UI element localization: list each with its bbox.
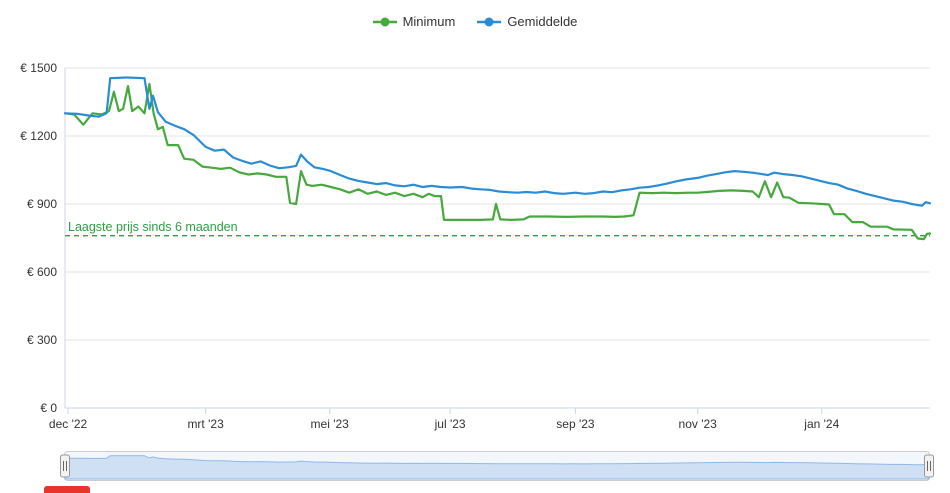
- navigator-handle-left[interactable]: [60, 454, 70, 478]
- x-axis-label: mrt '23: [187, 417, 224, 431]
- x-axis-label: mei '23: [311, 417, 350, 431]
- y-axis-label: € 600: [27, 265, 57, 279]
- x-axis-label: nov '23: [679, 417, 718, 431]
- gemiddelde-series-line: [63, 76, 932, 207]
- y-axis-label: € 0: [40, 401, 57, 415]
- x-axis-label: sep '23: [556, 417, 595, 431]
- y-axis-label: € 300: [27, 333, 57, 347]
- minimum-series-line: [63, 82, 932, 241]
- x-axis-label: dec '22: [49, 417, 88, 431]
- gemiddelde-series-marker-icon: [477, 17, 502, 26]
- navigator-handle-right-grip[interactable]: [924, 454, 934, 478]
- x-axis-label: jul '23: [434, 417, 466, 431]
- legend-label-gemiddelde: Gemiddelde: [507, 14, 578, 29]
- navigator-area: [64, 455, 930, 480]
- gemiddelde-marker-dot: [484, 17, 494, 26]
- legend-item-minimum[interactable]: Minimum: [372, 14, 456, 29]
- minimum-marker-dot: [380, 17, 390, 26]
- legend-label-minimum: Minimum: [402, 14, 456, 29]
- legend-item-gemiddelde[interactable]: Gemiddelde: [477, 14, 577, 29]
- navigator-handle-left-grip[interactable]: [60, 454, 70, 478]
- lowest-price-annotation: Laagste prijs sinds 6 maanden: [68, 220, 238, 234]
- partial-red-element: [44, 486, 90, 493]
- x-axis-label: jan '24: [803, 417, 839, 431]
- y-axis-label: € 1200: [20, 129, 57, 143]
- navigator-handle-right[interactable]: [924, 454, 934, 478]
- y-axis-label: € 900: [27, 197, 57, 211]
- y-axis-label: € 1500: [20, 61, 57, 75]
- minimum-series-marker-icon: [372, 17, 397, 26]
- legend: Minimum Gemiddelde: [0, 14, 950, 29]
